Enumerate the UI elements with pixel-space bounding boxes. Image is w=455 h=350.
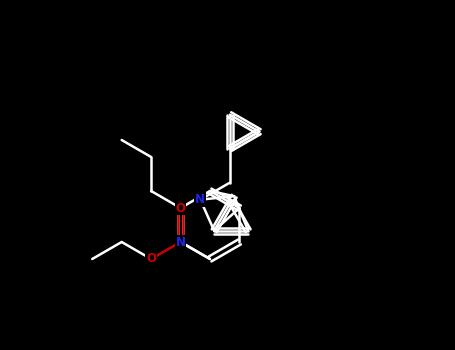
Text: O: O [146, 252, 156, 266]
Text: N: N [176, 236, 186, 248]
Text: O: O [176, 202, 186, 215]
Text: N: N [195, 193, 205, 206]
